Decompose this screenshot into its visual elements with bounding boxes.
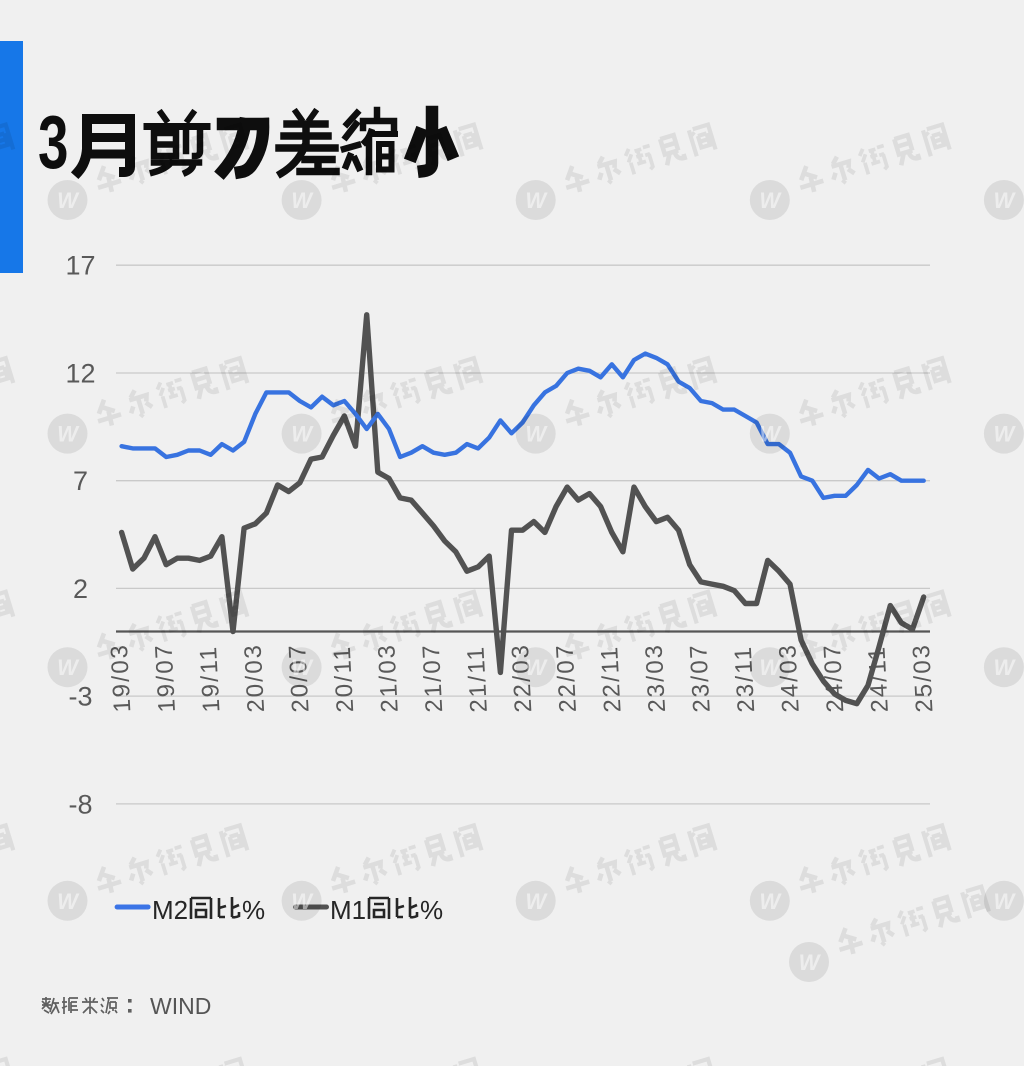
svg-text:21/03: 21/03 — [373, 643, 404, 713]
svg-text:7: 7 — [73, 466, 88, 496]
svg-text:M1: M1 — [330, 895, 366, 925]
svg-text:WIND: WIND — [150, 993, 211, 1019]
svg-text:12: 12 — [65, 359, 95, 389]
svg-text:-8: -8 — [68, 789, 92, 819]
svg-text:-3: -3 — [68, 682, 92, 712]
svg-text:19/07: 19/07 — [150, 643, 181, 713]
svg-text:17: 17 — [65, 251, 95, 281]
svg-text:23/07: 23/07 — [685, 643, 716, 713]
svg-text:19/11: 19/11 — [195, 644, 225, 713]
svg-text:M2: M2 — [152, 895, 188, 925]
svg-text:22/11: 22/11 — [596, 644, 626, 713]
svg-text:20/03: 20/03 — [240, 643, 271, 713]
svg-text:%: % — [420, 895, 443, 925]
svg-text:%: % — [242, 895, 265, 925]
svg-text:25/03: 25/03 — [908, 643, 939, 713]
svg-text:3: 3 — [38, 101, 68, 184]
svg-text:21/11: 21/11 — [462, 644, 492, 713]
svg-text:23/03: 23/03 — [641, 643, 672, 713]
svg-text:21/07: 21/07 — [418, 643, 449, 713]
svg-text:2: 2 — [73, 574, 88, 604]
